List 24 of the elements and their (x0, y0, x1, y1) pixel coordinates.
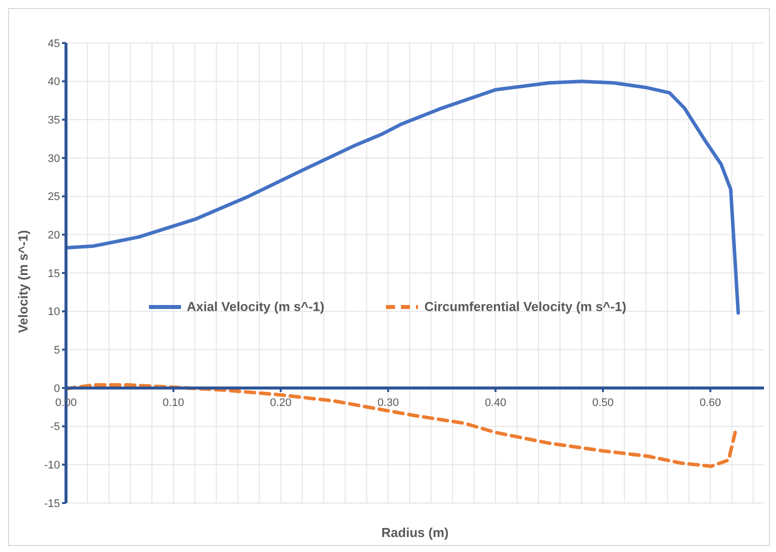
y-axis-title: Velocity (m s^-1) (16, 230, 31, 333)
y-tick-label: 45 (48, 38, 60, 50)
y-tick-label: 35 (48, 114, 60, 127)
x-tick-label: 0.40 (484, 397, 506, 409)
y-tick-label: -10 (44, 460, 60, 472)
line-series (66, 80, 740, 315)
y-tick-label: -5 (50, 421, 60, 434)
y-tick-label: -15 (44, 498, 60, 510)
legend-label: Axial Velocity (m s^-1) (186, 299, 324, 314)
y-tick-label: 20 (48, 230, 60, 242)
y-tick-label: 10 (48, 306, 60, 318)
x-tick-label: 0.30 (377, 397, 399, 409)
y-tick-label: 30 (48, 152, 60, 165)
y-tick-label: 25 (48, 191, 60, 204)
x-tick-label: 0.20 (270, 397, 292, 409)
x-tick-label: 0.50 (592, 397, 614, 409)
y-tick-label: 15 (48, 268, 60, 280)
y-tick-label: 5 (54, 344, 60, 357)
x-tick-label: 0.60 (700, 397, 722, 409)
y-tick-label: 0 (54, 382, 60, 395)
legend-label: Circumferential Velocity (m s^-1) (424, 299, 626, 314)
y-tick-label: 40 (48, 76, 60, 88)
x-axis-title: Radius (m) (381, 525, 449, 540)
x-tick-label: 0.10 (162, 397, 184, 409)
